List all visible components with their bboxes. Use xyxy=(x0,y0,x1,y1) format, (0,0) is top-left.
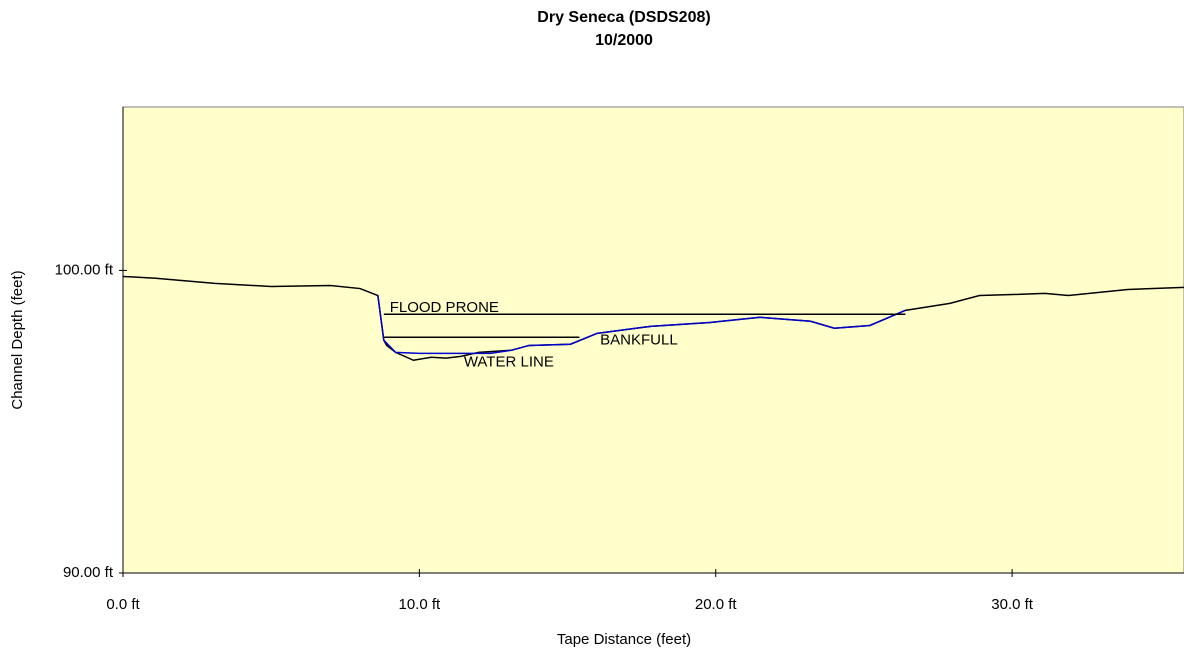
x-tick-label: 10.0 ft xyxy=(399,596,442,613)
x-axis-label: Tape Distance (feet) xyxy=(557,631,691,648)
x-tick-label: 20.0 ft xyxy=(695,596,738,613)
y-tick-label: 90.00 ft xyxy=(63,564,114,581)
x-tick-label: 30.0 ft xyxy=(991,596,1034,613)
annotation: FLOOD PRONE xyxy=(390,299,499,316)
plot-area xyxy=(122,106,1184,574)
line xyxy=(377,295,906,355)
annotation: BANKFULL xyxy=(600,331,678,348)
chart-subtitle: 10/2000 xyxy=(595,32,653,49)
chart-title: Dry Seneca (DSDS208) xyxy=(537,9,710,26)
y-axis-label: Channel Depth (feet) xyxy=(9,270,26,409)
y-tick-label: 100.00 ft xyxy=(55,261,114,278)
annotation: WATER LINE xyxy=(464,353,554,370)
x-tick-label: 0.0 ft xyxy=(106,596,140,613)
